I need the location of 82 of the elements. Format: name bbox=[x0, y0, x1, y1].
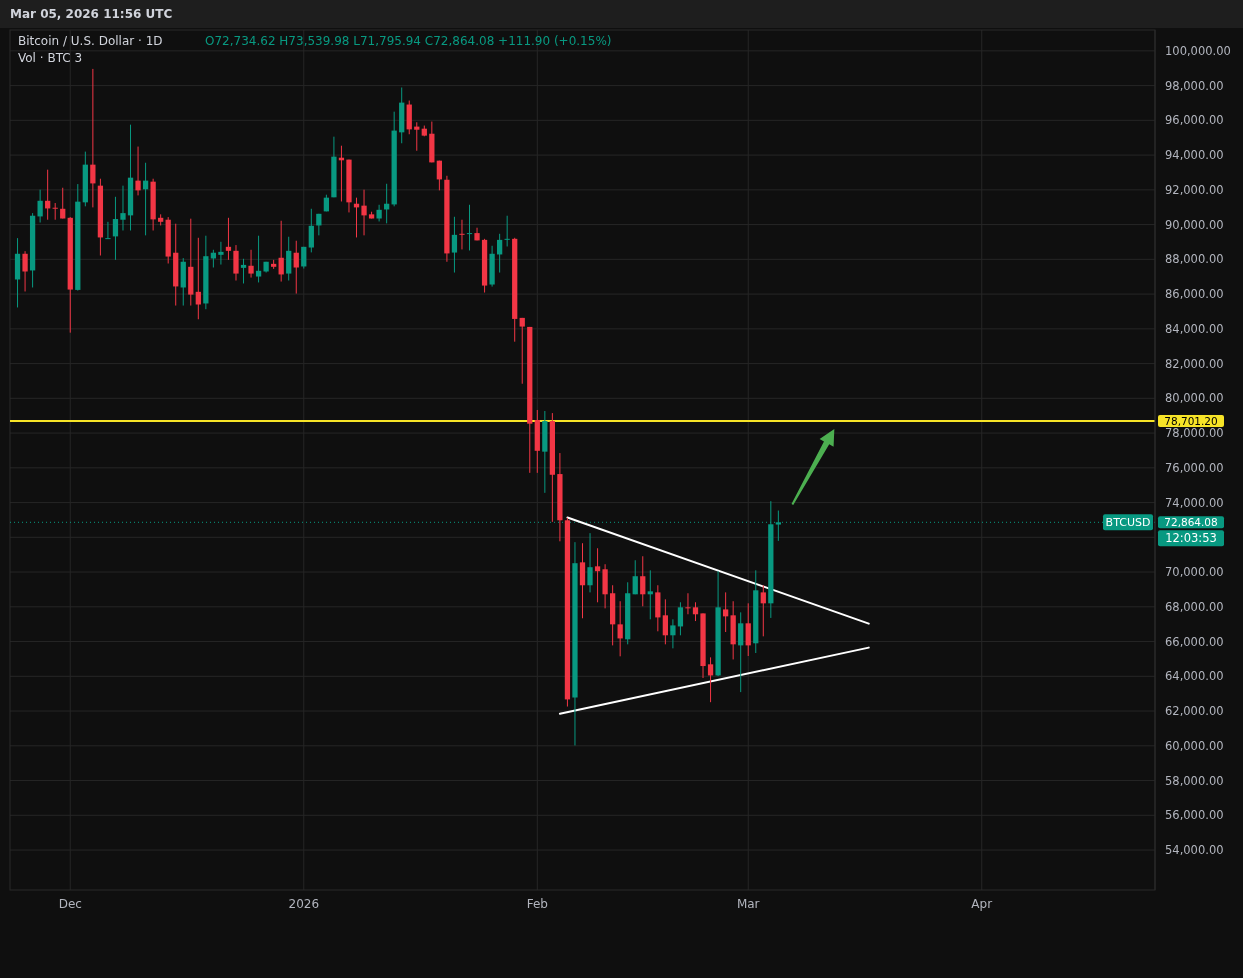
candlestick bbox=[90, 68, 96, 208]
candlestick bbox=[293, 240, 299, 295]
candlestick bbox=[692, 601, 699, 622]
y-tick-label: 68,000.00 bbox=[1165, 599, 1224, 614]
candlestick bbox=[52, 202, 58, 221]
y-tick-label: 82,000.00 bbox=[1165, 356, 1224, 371]
candlestick bbox=[361, 189, 367, 236]
y-tick-label: 90,000.00 bbox=[1165, 217, 1224, 232]
candlestick bbox=[436, 160, 443, 191]
candlestick bbox=[594, 547, 601, 603]
candlestick bbox=[745, 602, 751, 657]
candlestick bbox=[617, 600, 623, 657]
y-tick-label: 84,000.00 bbox=[1165, 321, 1224, 336]
candlestick bbox=[255, 235, 262, 283]
candlestick bbox=[587, 532, 593, 593]
y-tick-label: 96,000.00 bbox=[1165, 113, 1224, 128]
candlestick bbox=[120, 185, 126, 231]
x-tick-label: 2026 bbox=[288, 897, 320, 911]
candlestick bbox=[37, 189, 43, 223]
x-tick-label: Mar bbox=[736, 897, 760, 911]
candlestick bbox=[308, 208, 314, 253]
y-tick-label: 64,000.00 bbox=[1165, 669, 1224, 684]
y-tick-label: 98,000.00 bbox=[1165, 78, 1224, 93]
text: Mar 05, 2026 11:56 UTC bbox=[10, 7, 173, 21]
candlestick bbox=[195, 237, 201, 320]
y-tick-label: 60,000.00 bbox=[1165, 738, 1224, 753]
candlestick bbox=[707, 656, 714, 703]
candlestick bbox=[286, 236, 292, 282]
text: 12:03:53 bbox=[1165, 531, 1217, 546]
y-tick-label: 70,000.00 bbox=[1165, 565, 1224, 580]
y-tick-label: 74,000.00 bbox=[1165, 495, 1224, 510]
y-tick-label: 88,000.00 bbox=[1165, 252, 1224, 267]
y-tick-label: 94,000.00 bbox=[1165, 148, 1224, 163]
candlestick bbox=[248, 249, 254, 279]
y-tick-label: 66,000.00 bbox=[1165, 634, 1224, 649]
candlestick bbox=[497, 233, 503, 274]
candlestick bbox=[519, 317, 525, 385]
annotation: Vol · BTC 3 bbox=[18, 51, 83, 65]
candlestick bbox=[677, 601, 684, 636]
candlestick bbox=[662, 598, 668, 645]
y-tick-label: 56,000.00 bbox=[1165, 808, 1224, 823]
candlestick bbox=[647, 569, 653, 620]
candlestick bbox=[233, 244, 239, 282]
y-tick-label: 76,000.00 bbox=[1165, 460, 1224, 475]
chart-title: Bitcoin / U.S. Dollar · 1D bbox=[18, 34, 163, 48]
candlestick bbox=[640, 555, 646, 607]
candlestick bbox=[60, 187, 66, 220]
candlestick bbox=[722, 591, 729, 633]
candlestick bbox=[278, 220, 284, 283]
x-tick-label: Dec bbox=[58, 897, 82, 911]
y-tick-label: 86,000.00 bbox=[1165, 287, 1224, 302]
x-tick-label: Feb bbox=[526, 897, 548, 911]
candlestick bbox=[105, 221, 111, 240]
candlestick bbox=[579, 542, 586, 619]
candlestick bbox=[225, 217, 232, 261]
y-tick-label: 100,000.00 bbox=[1165, 43, 1231, 58]
candlestick bbox=[685, 592, 691, 615]
candlestick bbox=[760, 584, 766, 637]
candlestick bbox=[240, 258, 247, 284]
candlestick bbox=[135, 146, 141, 196]
candlestick bbox=[451, 216, 458, 274]
y-tick-label: 62,000.00 bbox=[1165, 704, 1224, 719]
candlestick bbox=[632, 559, 638, 595]
candlestick bbox=[22, 250, 28, 292]
y-tick-label: 54,000.00 bbox=[1165, 843, 1224, 858]
candlestick bbox=[414, 121, 420, 152]
candlestick bbox=[670, 618, 676, 649]
y-tick-label: 58,000.00 bbox=[1165, 773, 1224, 788]
candlestick bbox=[112, 196, 119, 261]
candlestick bbox=[738, 611, 744, 693]
y-tick-label: 80,000.00 bbox=[1165, 391, 1224, 406]
x-tick-label: Apr bbox=[971, 897, 993, 911]
ref-line-label: 72,864.08 bbox=[1164, 515, 1218, 528]
chart-subtitle: O72,734.62 H73,539.98 L71,795.94 C72,864.08 +111.90 (+0.15%) bbox=[205, 34, 612, 48]
ref-line-label: 78,701.20 bbox=[1164, 414, 1218, 427]
candlestick bbox=[218, 241, 224, 266]
y-tick-label: 78,000.00 bbox=[1165, 426, 1224, 441]
candlestick bbox=[466, 204, 473, 251]
candlestick bbox=[459, 219, 465, 250]
y-tick-label: 92,000.00 bbox=[1165, 182, 1224, 197]
annotation: BTCUSD bbox=[1105, 516, 1151, 530]
candlestick bbox=[504, 215, 510, 247]
